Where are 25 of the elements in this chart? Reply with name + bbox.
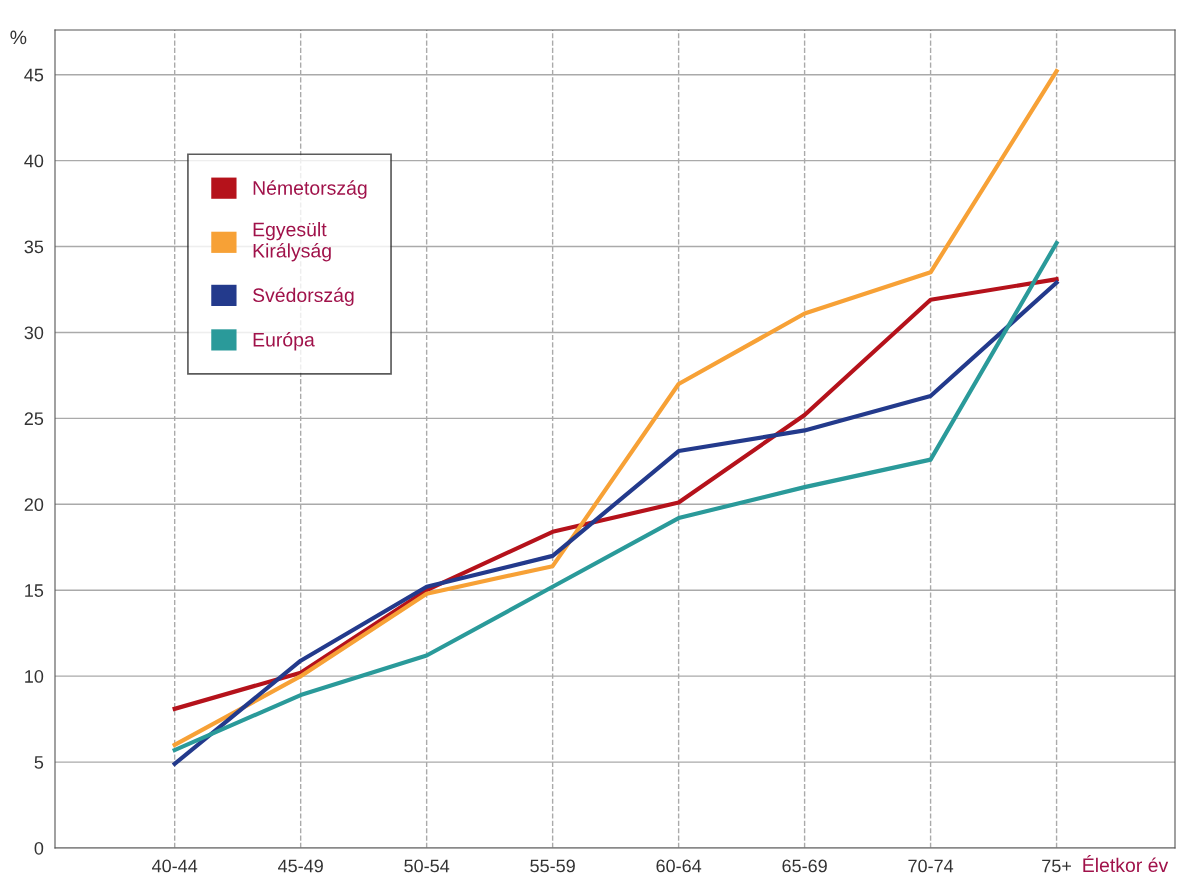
x-tick-label: 75+ <box>1042 859 1071 873</box>
x-tick-label: 45-49 <box>278 859 323 873</box>
y-tick-label: 10 <box>25 670 44 683</box>
y-tick-label: 40 <box>24 154 44 168</box>
legend-label: Európa <box>253 332 315 351</box>
legend-label: Egyesült Királyság <box>253 222 331 262</box>
y-tick-label: 20 <box>24 498 44 512</box>
x-tick-label: 65-69 <box>782 859 827 873</box>
y-tick-label: 25 <box>24 412 44 426</box>
y-tick-label: 15 <box>25 584 44 597</box>
y-tick-label: 5 <box>34 756 44 769</box>
y-axis-title: % <box>10 30 27 45</box>
y-tick-label: 0 <box>34 841 44 855</box>
y-tick-label: 30 <box>24 326 44 340</box>
x-tick-label: 70-74 <box>908 859 954 873</box>
line-series <box>172 69 1059 747</box>
y-tick-label: 45 <box>24 68 44 82</box>
x-tick-label: 60-64 <box>656 859 702 873</box>
x-axis-title: Életkor év <box>1083 855 1169 873</box>
x-tick-label: 55-59 <box>530 859 575 873</box>
y-tick-label: 35 <box>24 240 44 254</box>
legend-label: Svédország <box>252 287 354 306</box>
x-tick-label: 50-54 <box>404 859 450 873</box>
x-tick-label: 40-44 <box>152 859 198 873</box>
legend-label: Németország <box>253 180 367 199</box>
